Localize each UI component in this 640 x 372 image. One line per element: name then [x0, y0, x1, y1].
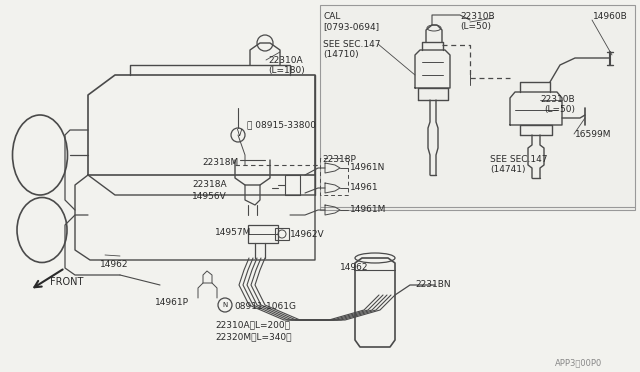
- Text: CAL: CAL: [323, 12, 340, 21]
- Text: 08911-1061G: 08911-1061G: [234, 302, 296, 311]
- Text: APP3〈00P0: APP3〈00P0: [555, 358, 602, 367]
- Text: 14962V: 14962V: [290, 230, 324, 239]
- Text: [0793-0694]: [0793-0694]: [323, 22, 379, 31]
- Text: 14962: 14962: [340, 263, 369, 272]
- Text: 22318P: 22318P: [322, 155, 356, 164]
- Text: Ⓥ 08915-33800: Ⓥ 08915-33800: [247, 120, 316, 129]
- Text: 22320M〈L=340〉: 22320M〈L=340〉: [215, 332, 291, 341]
- Text: 14962: 14962: [100, 260, 129, 269]
- Text: SEE SEC.147: SEE SEC.147: [323, 40, 381, 49]
- Text: 2231BN: 2231BN: [415, 280, 451, 289]
- Text: (14710): (14710): [323, 50, 358, 59]
- Text: 14957M: 14957M: [215, 228, 252, 237]
- Text: 14961P: 14961P: [155, 298, 189, 307]
- Text: 22318M: 22318M: [202, 158, 238, 167]
- Text: 22310A〈L=200〉: 22310A〈L=200〉: [215, 320, 290, 329]
- Text: (14741): (14741): [490, 165, 525, 174]
- Text: 22310B: 22310B: [540, 95, 575, 104]
- Text: 14961N: 14961N: [350, 163, 385, 172]
- Text: V: V: [237, 128, 243, 138]
- Text: 14961: 14961: [350, 183, 379, 192]
- Bar: [320, 5, 635, 210]
- Text: (L=50): (L=50): [460, 22, 491, 31]
- Text: (L=180): (L=180): [268, 66, 305, 75]
- Bar: [248, 225, 278, 243]
- Text: (L=50): (L=50): [544, 105, 575, 114]
- Text: 14960B: 14960B: [593, 12, 628, 21]
- Text: 22310A: 22310A: [268, 56, 303, 65]
- Bar: [275, 228, 289, 240]
- Text: 22318A: 22318A: [192, 180, 227, 189]
- Text: FRONT: FRONT: [50, 277, 83, 287]
- Text: 16599M: 16599M: [575, 130, 611, 139]
- Text: SEE SEC.147: SEE SEC.147: [490, 155, 547, 164]
- Text: 14956V: 14956V: [192, 192, 227, 201]
- Text: 22310B: 22310B: [460, 12, 495, 21]
- Text: 14961M: 14961M: [350, 205, 387, 214]
- Text: N: N: [222, 302, 228, 308]
